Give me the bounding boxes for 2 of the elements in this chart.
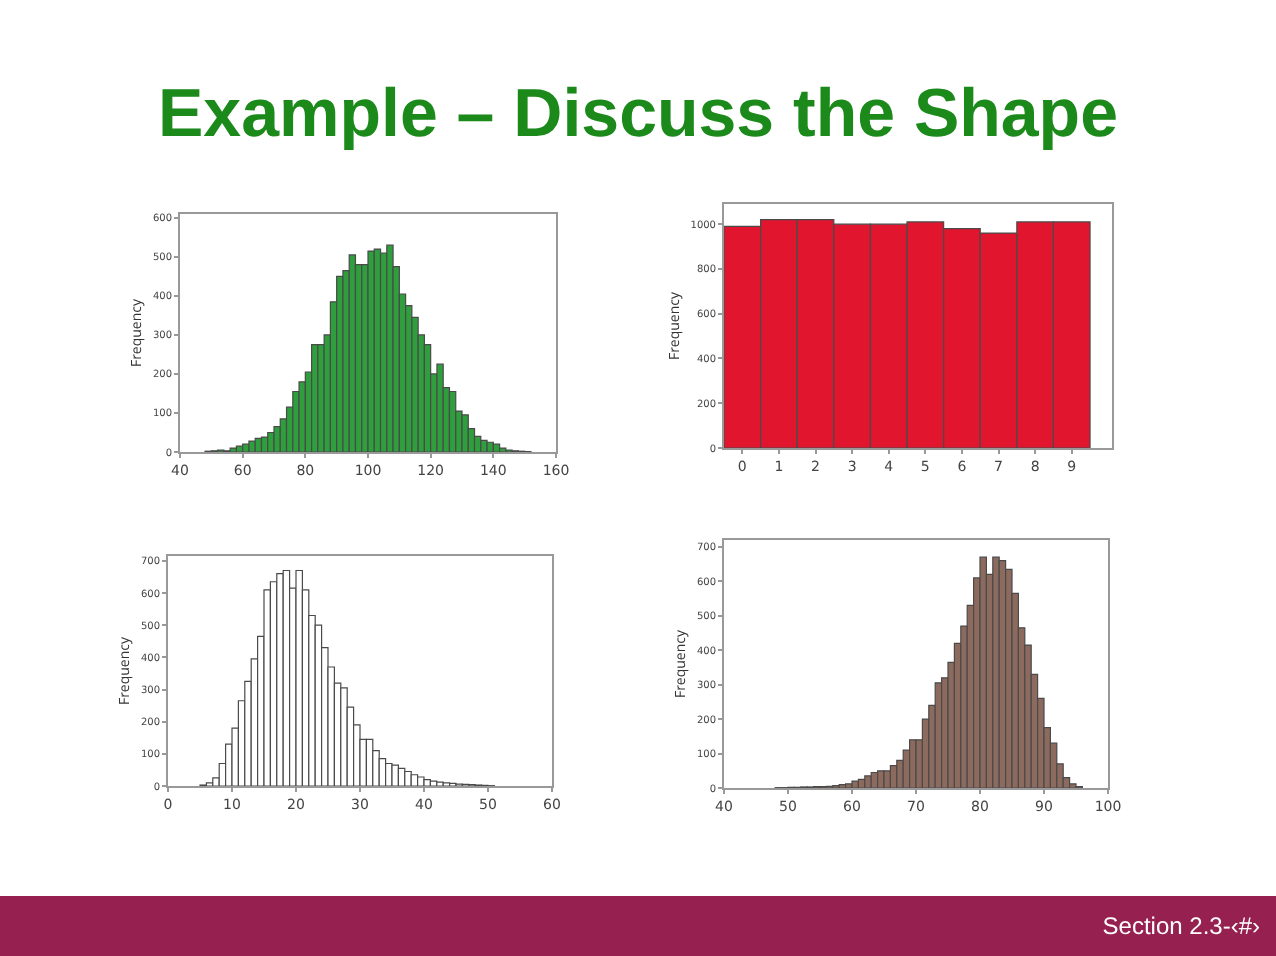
text: Section 2.3-‹#›: [1102, 912, 1260, 940]
chart-title: Example – Discuss the Shape: [156, 76, 1120, 154]
